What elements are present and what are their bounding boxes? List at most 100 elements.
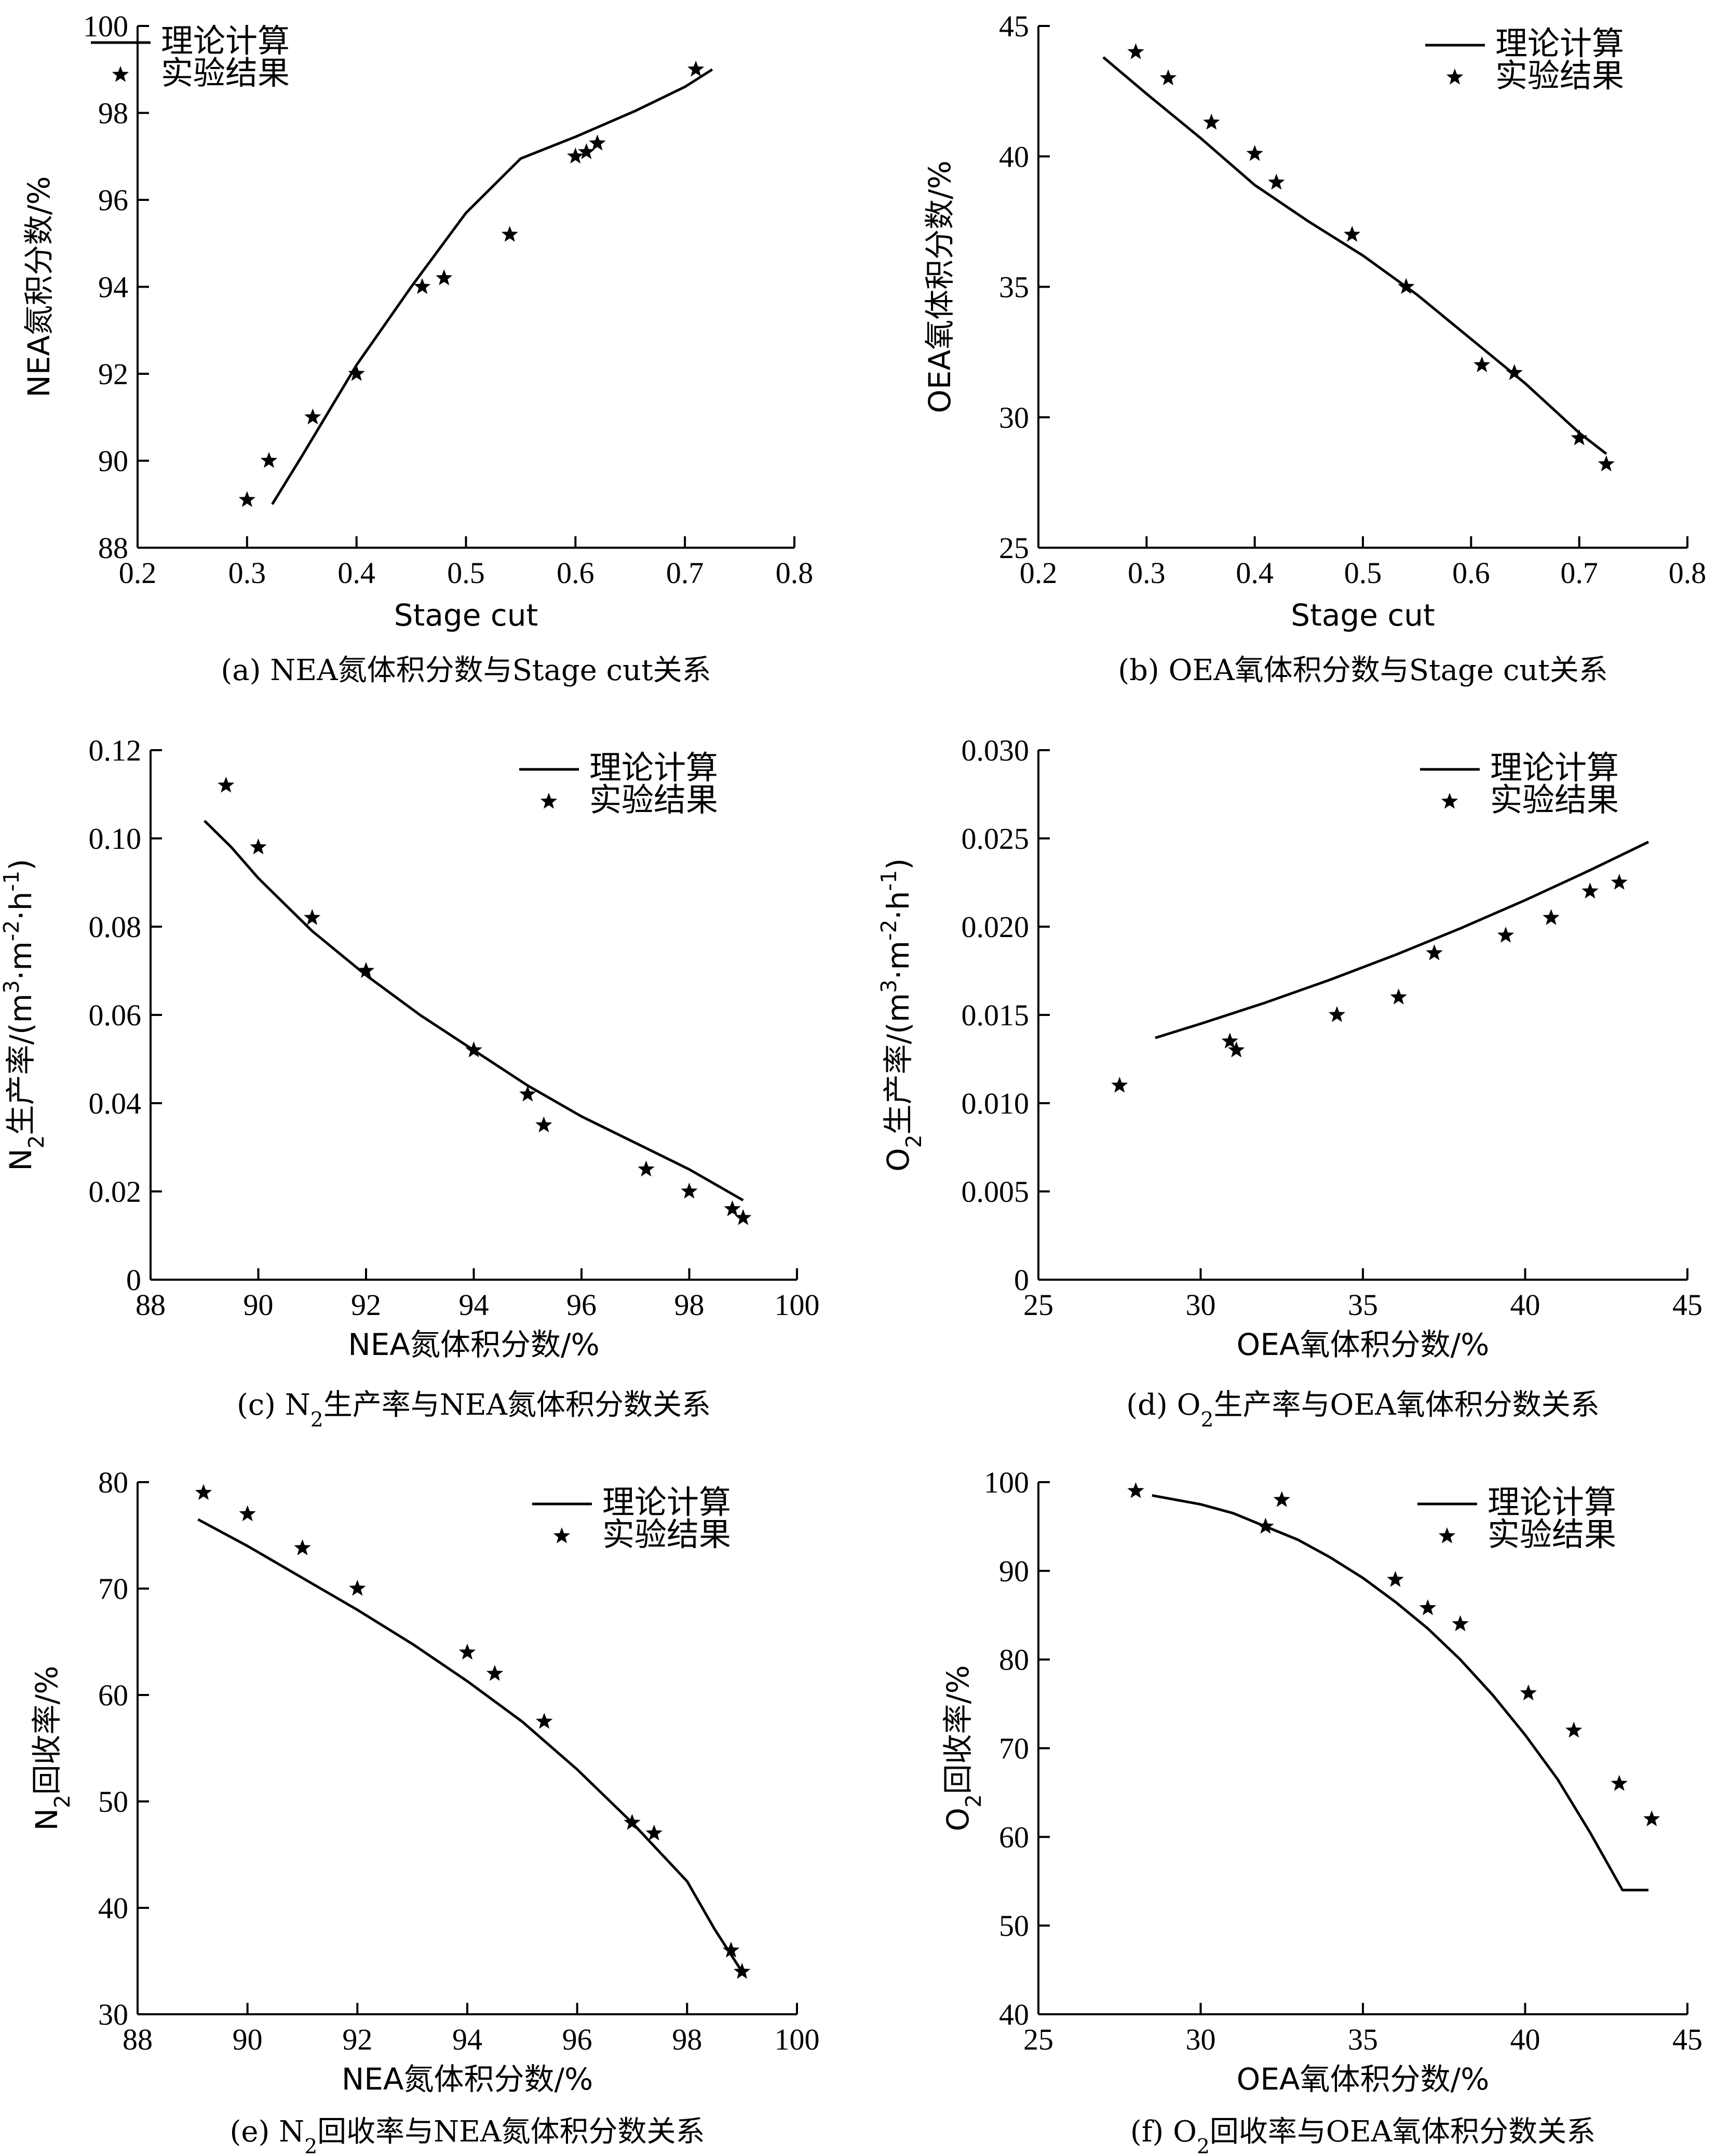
chart-panel-e: 88 90 92 94 96 98 100 30 40 50 60 70 80 NEA氮体积分数/% N2回… — [29, 1466, 820, 2156]
x-tick-label: 35 — [1348, 1288, 1378, 1322]
data-point-experiment — [1506, 364, 1523, 381]
x-tick-label: 0.7 — [1560, 556, 1598, 590]
x-tick-label: 90 — [233, 2023, 263, 2056]
data-point-experiment — [1203, 113, 1220, 130]
y-tick-label: 88 — [98, 531, 128, 565]
data-point-experiment — [458, 1644, 476, 1660]
legend-star-swatch — [1441, 793, 1458, 809]
chart-caption: (b) OEA氧体积分数与Stage cut关系 — [1118, 654, 1608, 687]
data-point-experiment — [535, 1116, 552, 1133]
x-tick-label: 94 — [452, 2023, 482, 2056]
y-tick-label: 0.020 — [962, 910, 1030, 944]
x-tick-label: 92 — [342, 2023, 372, 2056]
y-tick-label: 0.06 — [89, 998, 142, 1032]
data-point-experiment — [501, 226, 518, 242]
x-tick-label: 0.2 — [1020, 556, 1058, 590]
data-point-experiment — [724, 1200, 741, 1216]
y-tick-label: 70 — [999, 1732, 1029, 1766]
x-tick-label: 100 — [775, 1288, 820, 1322]
x-tick-label: 30 — [1186, 1288, 1216, 1322]
data-point-experiment — [1520, 1684, 1537, 1701]
data-point-experiment — [1571, 429, 1588, 445]
data-point-experiment — [519, 1086, 536, 1102]
x-axis-label: OEA氧体积分数/% — [1237, 2062, 1490, 2097]
data-point-experiment — [1328, 1006, 1346, 1022]
y-tick-label: 0.015 — [962, 998, 1030, 1032]
y-tick-label: 25 — [999, 531, 1029, 565]
data-point-experiment — [1565, 1721, 1583, 1738]
data-point-experiment — [1473, 356, 1491, 372]
y-tick-label: 80 — [98, 1466, 128, 1499]
data-point-experiment — [1419, 1599, 1437, 1616]
data-point-experiment — [239, 1505, 256, 1522]
x-tick-label: 0.4 — [337, 556, 375, 590]
x-tick-label: 98 — [674, 1288, 705, 1322]
x-tick-label: 25 — [1023, 2023, 1053, 2056]
data-point-experiment — [486, 1665, 504, 1681]
x-tick-label: 0.8 — [1669, 556, 1707, 590]
series-line-theory — [197, 1518, 743, 1973]
legend-label: 理论计算 — [161, 22, 290, 60]
x-axis-label: NEA氮体积分数/% — [342, 2062, 593, 2097]
data-point-experiment — [1127, 43, 1144, 59]
x-tick-label: 94 — [459, 1288, 489, 1322]
legend-label: 理论计算 — [589, 749, 718, 787]
x-axis-label: OEA氧体积分数/% — [1237, 1327, 1490, 1362]
y-tick-label: 0.02 — [89, 1175, 142, 1209]
data-point-experiment — [624, 1814, 641, 1830]
chart-panel-d: 25 30 35 40 45 0 0.005 0.010 0.015 0.020 0.025 0.03… — [876, 734, 1702, 1432]
x-tick-label: 40 — [1510, 1288, 1540, 1322]
x-tick-label: 96 — [566, 1288, 597, 1322]
x-axis-label: Stage cut — [1291, 598, 1435, 633]
x-tick-label: 30 — [1186, 2023, 1216, 2056]
data-point-experiment — [1390, 988, 1407, 1005]
data-point-experiment — [348, 365, 365, 381]
y-tick-label: 70 — [98, 1572, 128, 1606]
data-point-experiment — [735, 1209, 752, 1225]
data-point-experiment — [195, 1484, 212, 1500]
y-tick-label: 0.030 — [962, 734, 1030, 767]
x-tick-label: 88 — [123, 2023, 153, 2056]
chart-panel-f: 25 30 35 40 45 40 50 60 70 80 90 100 OEA氧体积分数/% O2回收率… — [940, 1466, 1702, 2156]
x-tick-label: 92 — [351, 1288, 381, 1322]
x-tick-label: 0.7 — [666, 556, 704, 590]
data-point-experiment — [578, 143, 595, 159]
x-tick-label: 0.3 — [228, 556, 266, 590]
chart-caption: (a) NEA氮体积分数与Stage cut关系 — [221, 654, 711, 687]
x-axis-label: Stage cut — [394, 598, 538, 633]
chart-caption: (e) N2回收率与NEA氮体积分数关系 — [230, 2115, 705, 2156]
legend-star-swatch — [1438, 1527, 1456, 1543]
y-tick-label: 0.10 — [89, 822, 142, 856]
y-tick-label: 30 — [98, 1998, 128, 2031]
data-point-experiment — [436, 269, 453, 286]
y-tick-label: 80 — [999, 1643, 1029, 1677]
data-point-experiment — [304, 408, 321, 425]
y-tick-label: 100 — [83, 9, 128, 43]
legend-label: 实验结果 — [602, 1515, 731, 1553]
data-point-experiment — [1426, 944, 1443, 960]
y-axis-label: O2回收率/% — [940, 1665, 986, 1831]
data-point-experiment — [1543, 909, 1560, 925]
y-axis-label: NEA氮积分数/% — [21, 176, 57, 397]
data-point-experiment — [250, 838, 267, 855]
y-tick-label: 0.010 — [962, 1087, 1030, 1120]
x-tick-label: 0.6 — [1452, 556, 1490, 590]
data-point-experiment — [304, 909, 321, 925]
data-point-experiment — [1497, 927, 1515, 943]
data-point-experiment — [414, 278, 431, 294]
data-point-experiment — [734, 1963, 751, 1979]
chart-caption: (d) O2生产率与OEA氧体积分数关系 — [1126, 1388, 1599, 1432]
data-point-experiment — [465, 1041, 482, 1057]
y-tick-label: 50 — [999, 1909, 1029, 1943]
data-point-experiment — [1246, 145, 1263, 161]
x-tick-label: 98 — [672, 2023, 702, 2056]
data-point-experiment — [1611, 874, 1628, 890]
y-tick-label: 0.025 — [962, 822, 1030, 856]
chart-panel-a: 0.2 0.3 0.4 0.5 0.6 0.7 0.8 88 90 92 94 96 98 100 Stag… — [21, 9, 813, 687]
x-tick-label: 25 — [1023, 1288, 1053, 1322]
chart-caption: (c) N2生产率与NEA氮体积分数关系 — [237, 1388, 711, 1432]
